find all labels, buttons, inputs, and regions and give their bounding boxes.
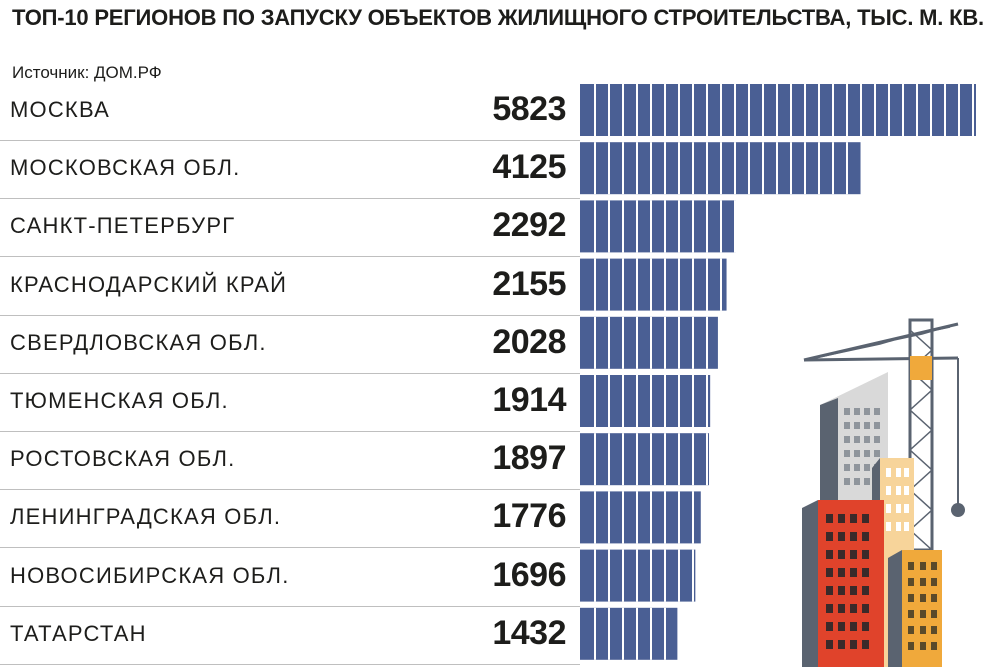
- chart-source: Источник: ДОМ.РФ: [12, 63, 162, 82]
- value-label: 1696: [492, 555, 566, 594]
- bar: [580, 433, 710, 486]
- category-label: ЛЕНИНГРАДСКАЯ ОБЛ.: [10, 504, 282, 530]
- bar: [580, 258, 727, 311]
- chart-title: ТОП-10 РЕГИОНОВ ПО ЗАПУСКУ ОБЪЕКТОВ ЖИЛИ…: [12, 5, 984, 30]
- value-label: 1776: [492, 497, 566, 536]
- bar: [580, 607, 678, 660]
- category-label: РОСТОВСКАЯ ОБЛ.: [10, 446, 236, 472]
- category-row: НОВОСИБИРСКАЯ ОБЛ. 1696: [0, 548, 580, 607]
- category-label: НОВОСИБИРСКАЯ ОБЛ.: [10, 562, 290, 588]
- category-label: САНКТ-ПЕТЕРБУРГ: [10, 213, 236, 239]
- bar: [580, 84, 976, 136]
- value-label: 1897: [492, 439, 566, 478]
- value-label: 4125: [492, 148, 566, 187]
- value-label: 2028: [492, 322, 566, 361]
- category-label: ТАТАРСТАН: [10, 620, 147, 646]
- value-label: 1914: [492, 381, 566, 419]
- crane-icon: [803, 318, 965, 552]
- bar: [580, 200, 736, 253]
- category-row: МОСКОВСКАЯ ОБЛ. 4125: [0, 140, 580, 200]
- category-row: КРАСНОДАРСКИЙ КРАЙ 2155: [0, 257, 580, 316]
- building-orange-icon: [888, 550, 942, 667]
- bar: [580, 316, 718, 369]
- construction-illustration: [802, 318, 965, 667]
- category-label: МОСКВА: [10, 97, 110, 122]
- category-row: САНКТ-ПЕТЕРБУРГ 2292: [0, 198, 580, 258]
- value-label: 2292: [492, 206, 566, 245]
- bar: [580, 142, 861, 195]
- category-row: СВЕРДЛОВСКАЯ ОБЛ. 2028: [0, 315, 580, 374]
- category-row: ЛЕНИНГРАДСКАЯ ОБЛ. 1776: [0, 489, 580, 549]
- category-row: РОСТОВСКАЯ ОБЛ. 1897: [0, 431, 580, 491]
- bar: [580, 549, 696, 602]
- value-label: 5823: [492, 90, 566, 128]
- category-label: МОСКОВСКАЯ ОБЛ.: [10, 155, 241, 181]
- building-red-icon: [802, 500, 884, 667]
- category-label: КРАСНОДАРСКИЙ КРАЙ: [10, 271, 288, 297]
- category-row: ТЮМЕНСКАЯ ОБЛ. 1914: [0, 373, 580, 432]
- category-label: СВЕРДЛОВСКАЯ ОБЛ.: [10, 329, 267, 355]
- bar: [580, 375, 711, 427]
- category-row: МОСКВА 5823: [0, 82, 580, 141]
- bar: [580, 491, 701, 544]
- value-label: 2155: [492, 264, 566, 303]
- value-label: 1432: [492, 613, 566, 652]
- category-label: ТЮМЕНСКАЯ ОБЛ.: [10, 388, 229, 413]
- category-row: ТАТАРСТАН 1432: [0, 606, 580, 665]
